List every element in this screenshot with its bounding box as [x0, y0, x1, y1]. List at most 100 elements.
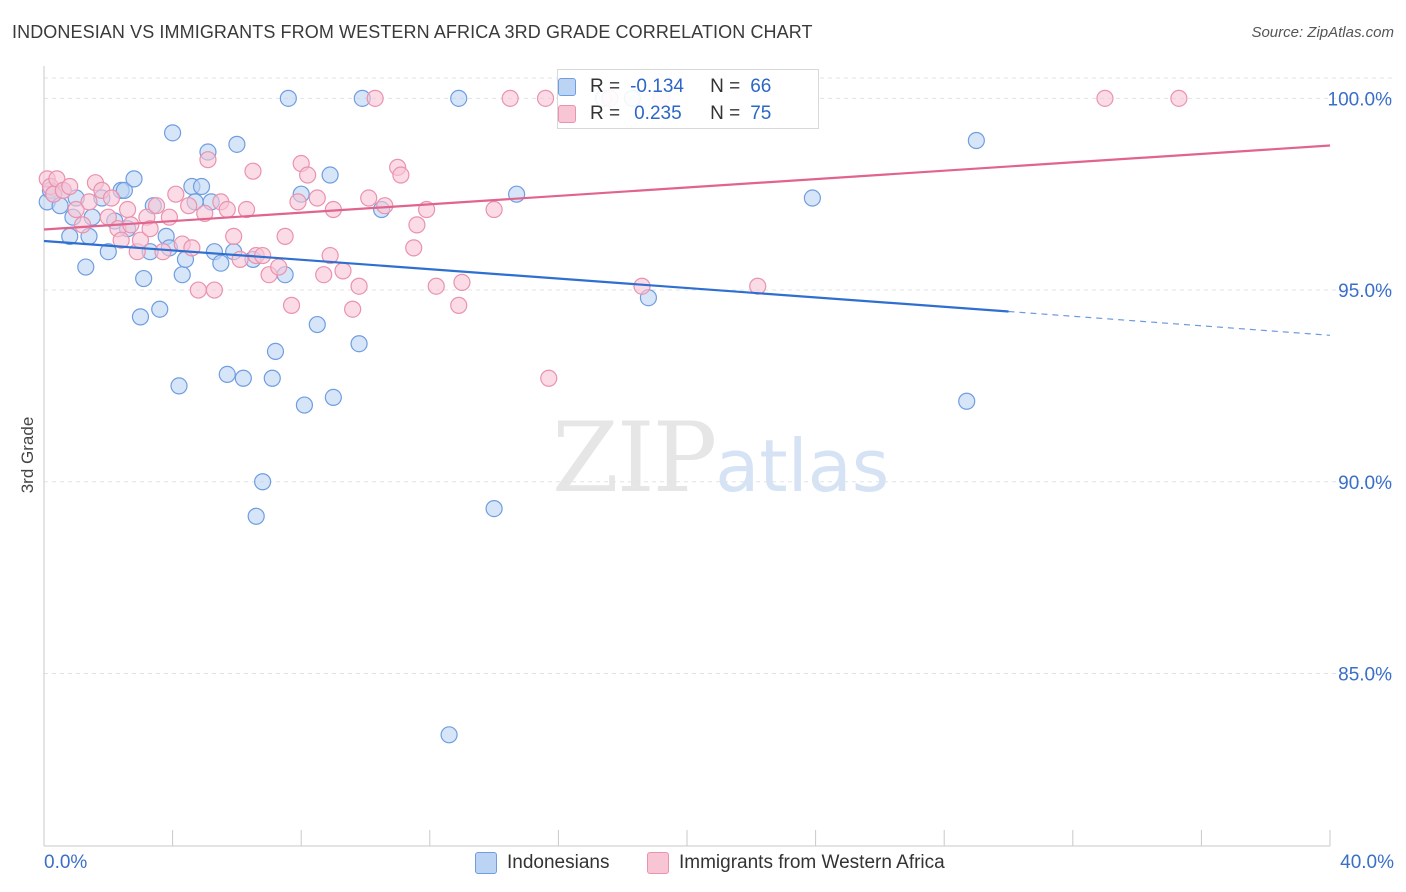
point-immigrants [112, 231, 130, 249]
point-immigrants [334, 262, 352, 280]
point-immigrants [167, 185, 185, 203]
legend-swatch-pink [558, 105, 576, 123]
x-tick-label-max: 40.0% [1340, 852, 1394, 873]
legend-item-immigrants: Immigrants from Western Africa [647, 852, 945, 874]
point-immigrants [1170, 89, 1188, 107]
point-indonesians [99, 243, 117, 261]
point-immigrants [276, 227, 294, 245]
trendline-immigrants [43, 144, 1331, 231]
y-tick-label: 100.0% [1328, 89, 1393, 110]
point-immigrants [321, 246, 339, 265]
point-immigrants [350, 277, 368, 295]
point-immigrants [196, 204, 214, 222]
legend-row-immigrants: R = 0.235 N = 75 [558, 101, 771, 127]
point-indonesians [131, 308, 150, 326]
y-tick-label: 85.0% [1338, 664, 1392, 685]
legend-n-label: N = [710, 76, 741, 97]
legend-swatch-blue [558, 78, 576, 96]
point-immigrants [450, 296, 468, 314]
legend-r-value: 0.235 [634, 103, 682, 124]
point-immigrants [408, 216, 426, 234]
watermark-zip: ZIP [552, 402, 717, 514]
point-indonesians [228, 135, 246, 153]
point-immigrants [183, 239, 201, 257]
point-immigrants [344, 300, 362, 318]
point-immigrants [180, 197, 198, 215]
point-indonesians [321, 166, 339, 184]
source-label: Source: ZipAtlas.com [1251, 24, 1394, 41]
point-immigrants [485, 200, 503, 219]
point-indonesians [450, 89, 468, 107]
point-immigrants [270, 258, 288, 276]
trendline-indonesians-extrapolated [1008, 310, 1331, 336]
point-indonesians [164, 124, 182, 142]
point-indonesians [266, 342, 285, 360]
point-indonesians [350, 335, 368, 353]
legend-label-indonesians: Indonesians [507, 852, 610, 873]
legend-swatch-pink [647, 852, 669, 874]
point-immigrants [427, 277, 445, 295]
point-immigrants [237, 200, 256, 219]
point-indonesians [440, 726, 458, 744]
point-immigrants [1096, 89, 1114, 107]
point-indonesians [192, 177, 211, 196]
point-indonesians [803, 189, 821, 207]
point-indonesians [485, 499, 503, 518]
point-indonesians [279, 89, 297, 107]
point-indonesians [218, 365, 236, 383]
point-immigrants [225, 227, 243, 245]
point-immigrants [392, 166, 410, 184]
point-immigrants [536, 89, 555, 107]
point-immigrants [80, 193, 98, 211]
point-immigrants [540, 369, 558, 387]
point-indonesians [173, 266, 191, 284]
legend-item-indonesians: Indonesians [475, 852, 609, 874]
point-immigrants [315, 266, 333, 284]
point-indonesians [115, 181, 133, 199]
trendline-indonesians [43, 239, 1009, 313]
point-indonesians [212, 254, 230, 272]
legend-row-indonesians: R = -0.134 N = 66 [558, 74, 772, 100]
point-indonesians [254, 473, 272, 491]
point-indonesians [77, 258, 95, 276]
point-indonesians [263, 369, 281, 387]
point-indonesians [247, 507, 265, 525]
point-immigrants [231, 250, 249, 268]
point-indonesians [958, 392, 976, 410]
watermark: ZIPatlas [552, 402, 889, 514]
point-immigrants [189, 281, 207, 299]
legend-swatch-blue [475, 852, 497, 874]
point-indonesians [151, 300, 169, 318]
point-indonesians [324, 388, 342, 407]
series-legend: Indonesians Immigrants from Western Afri… [0, 852, 1406, 876]
point-immigrants [67, 200, 85, 219]
legend-r-value: -0.134 [630, 76, 684, 97]
legend-r-label: R = [590, 76, 621, 97]
point-immigrants [199, 151, 217, 169]
x-tick-label-min: 0.0% [44, 852, 88, 873]
point-immigrants [366, 89, 384, 107]
point-indonesians [234, 369, 252, 387]
point-immigrants [244, 162, 262, 180]
point-immigrants [299, 166, 317, 184]
legend-n-label: N = [710, 103, 741, 124]
legend-n-value: 66 [750, 76, 772, 97]
point-immigrants [118, 200, 137, 219]
chart-title: INDONESIAN VS IMMIGRANTS FROM WESTERN AF… [12, 22, 813, 42]
legend-r-label: R = [590, 103, 621, 124]
point-immigrants [218, 200, 236, 219]
point-immigrants [453, 273, 471, 291]
point-immigrants [501, 89, 519, 107]
y-tick-label: 95.0% [1338, 281, 1392, 302]
point-immigrants [160, 208, 178, 226]
point-immigrants [61, 177, 79, 196]
point-immigrants [147, 197, 166, 215]
legend-label-immigrants: Immigrants from Western Africa [679, 852, 945, 873]
point-immigrants [405, 239, 423, 257]
correlation-legend: R = -0.134 N = 66 R = 0.235 N = 75 [557, 69, 819, 129]
point-immigrants [282, 296, 301, 314]
watermark-atlas: atlas [715, 424, 890, 508]
point-indonesians [170, 377, 188, 395]
point-immigrants [360, 189, 378, 207]
